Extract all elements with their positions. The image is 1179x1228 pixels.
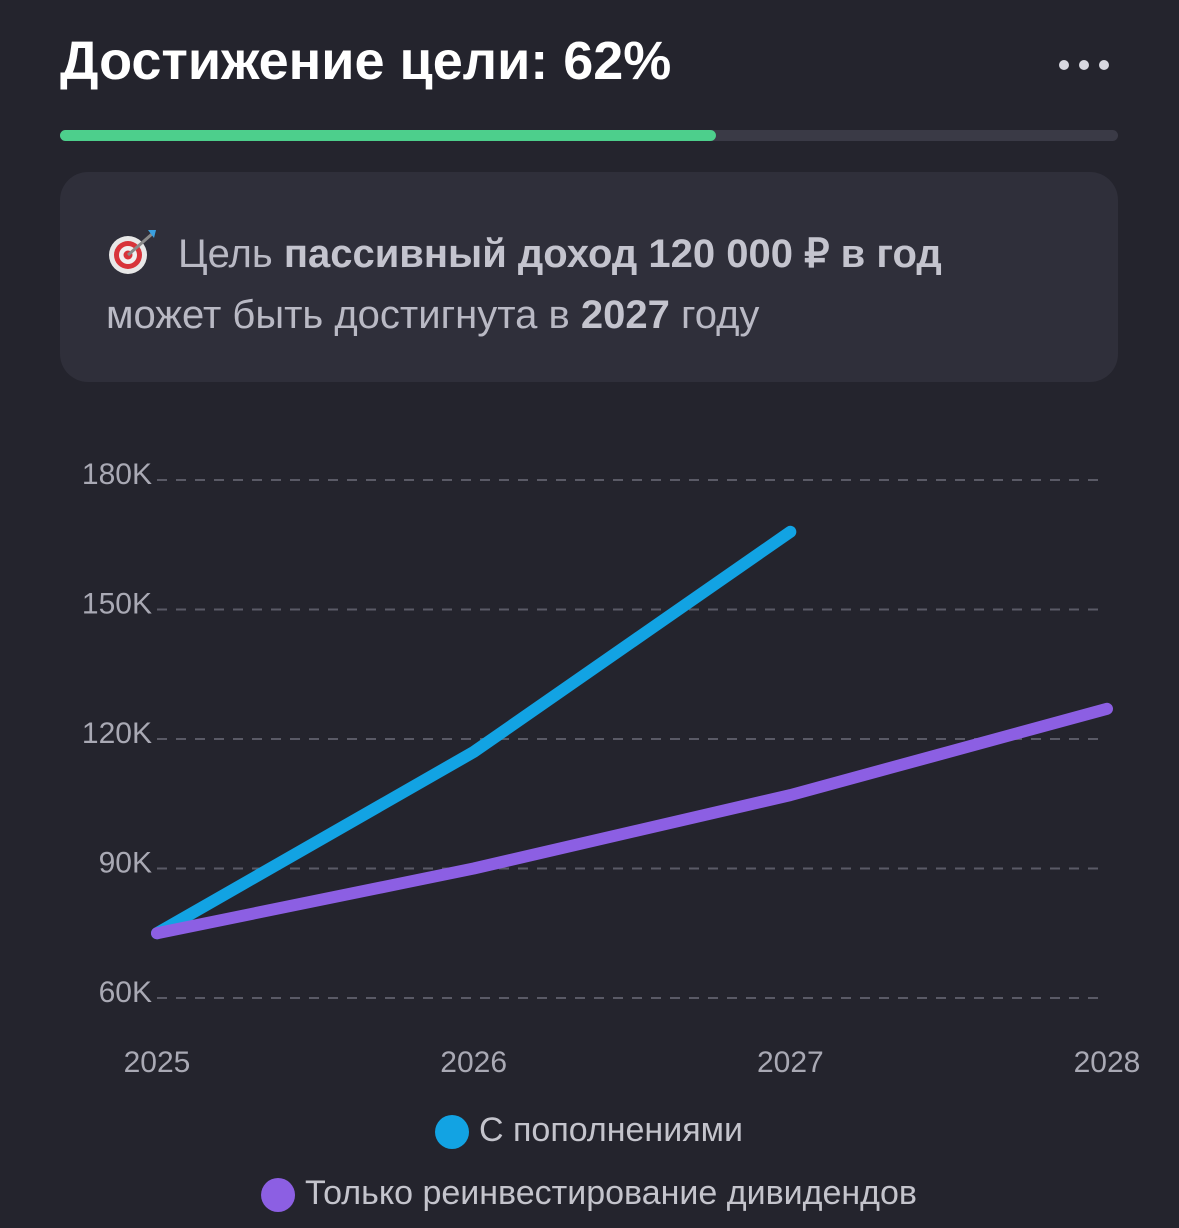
x-tick-label: 2027 [757,1046,824,1079]
info-prefix: Цель [178,232,273,276]
target-icon [109,230,156,274]
legend-label: С пополнениями [479,1111,743,1149]
title: Достижение цели: 62% [60,31,672,91]
legend-item: Только реинвестирование дивидендов [261,1174,917,1212]
x-tick-label: 2028 [1074,1046,1141,1079]
x-tick-label: 2025 [124,1046,191,1079]
info-card: Цель пассивный доход 120 000 ₽ в год мож… [60,172,1118,382]
y-tick-label: 150K [82,587,152,620]
legend-item: С пополнениями [435,1111,743,1149]
y-tick-label: 120K [82,717,152,750]
info-suffix: году [680,293,760,337]
progress-fill [60,130,716,141]
info-line2: может быть достигнута в [106,293,570,337]
legend-label: Только реинвестирование дивидендов [305,1174,917,1212]
x-tick-label: 2026 [440,1046,507,1079]
y-tick-label: 90K [99,846,152,879]
menu-button[interactable] [1059,60,1109,70]
info-goal: пассивный доход 120 000 ₽ в год [283,232,942,276]
series-line [151,702,1113,940]
info-text: Цель пассивный доход 120 000 ₽ в год мож… [106,224,942,346]
series-line [151,525,797,940]
legend-marker [435,1115,470,1149]
legend-marker [261,1178,296,1212]
info-year: 2027 [580,293,670,337]
y-tick-label: 180K [82,458,152,491]
y-tick-label: 60K [99,976,152,1009]
